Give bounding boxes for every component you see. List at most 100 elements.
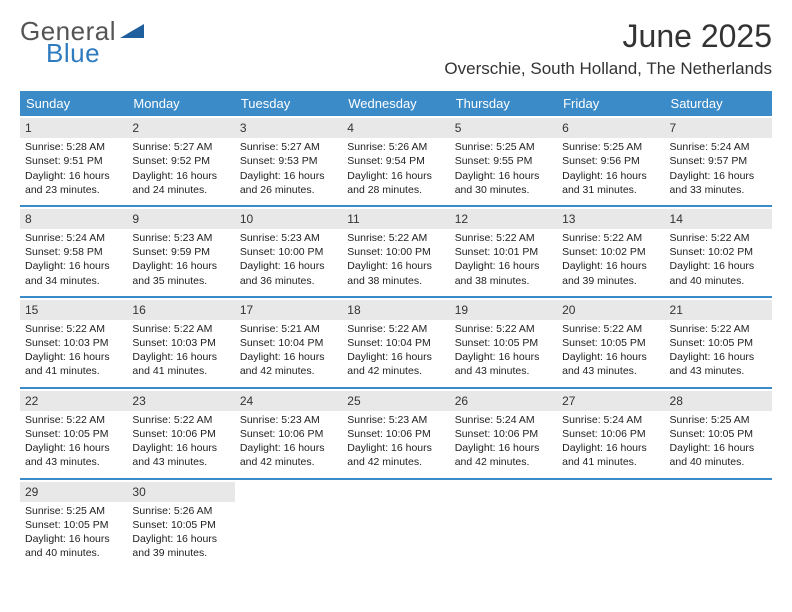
sunset-text: Sunset: 9:56 PM [562,154,659,168]
calendar-day-cell: 19Sunrise: 5:22 AMSunset: 10:05 PMDaylig… [450,298,557,387]
sunrise-text: Sunrise: 5:22 AM [132,413,229,427]
day-number: 10 [235,209,342,229]
day-number: 3 [235,118,342,138]
sunrise-text: Sunrise: 5:25 AM [455,140,552,154]
sunrise-text: Sunrise: 5:22 AM [347,231,444,245]
sunrise-text: Sunrise: 5:22 AM [347,322,444,336]
daylight-text: Daylight: 16 hours [455,259,552,273]
calendar-day-cell [450,480,557,569]
sunset-text: Sunset: 9:53 PM [240,154,337,168]
daylight-text: Daylight: 16 hours [562,169,659,183]
day-number: 5 [450,118,557,138]
sunset-text: Sunset: 9:54 PM [347,154,444,168]
sunrise-text: Sunrise: 5:22 AM [25,413,122,427]
day-number: 22 [20,391,127,411]
sunset-text: Sunset: 10:05 PM [670,336,767,350]
calendar-day-cell: 26Sunrise: 5:24 AMSunset: 10:06 PMDaylig… [450,389,557,478]
daylight-text: and 43 minutes. [132,455,229,469]
daylight-text: Daylight: 16 hours [25,350,122,364]
calendar-day-cell: 15Sunrise: 5:22 AMSunset: 10:03 PMDaylig… [20,298,127,387]
calendar-day-cell: 21Sunrise: 5:22 AMSunset: 10:05 PMDaylig… [665,298,772,387]
daylight-text: Daylight: 16 hours [25,259,122,273]
calendar-week-row: 29Sunrise: 5:25 AMSunset: 10:05 PMDaylig… [20,478,772,569]
daylight-text: and 41 minutes. [132,364,229,378]
calendar-day-cell: 25Sunrise: 5:23 AMSunset: 10:06 PMDaylig… [342,389,449,478]
daylight-text: and 40 minutes. [670,455,767,469]
day-number: 11 [342,209,449,229]
weekday-header: Thursday [450,91,557,116]
sunset-text: Sunset: 10:06 PM [455,427,552,441]
daylight-text: and 26 minutes. [240,183,337,197]
day-number: 1 [20,118,127,138]
sunrise-text: Sunrise: 5:23 AM [132,231,229,245]
calendar-day-cell: 28Sunrise: 5:25 AMSunset: 10:05 PMDaylig… [665,389,772,478]
sunset-text: Sunset: 10:06 PM [562,427,659,441]
weekday-header: Saturday [665,91,772,116]
day-number: 15 [20,300,127,320]
weekday-header-row: SundayMondayTuesdayWednesdayThursdayFrid… [20,91,772,116]
calendar-day-cell: 13Sunrise: 5:22 AMSunset: 10:02 PMDaylig… [557,207,664,296]
calendar-day-cell: 23Sunrise: 5:22 AMSunset: 10:06 PMDaylig… [127,389,234,478]
calendar-day-cell: 10Sunrise: 5:23 AMSunset: 10:00 PMDaylig… [235,207,342,296]
daylight-text: and 43 minutes. [562,364,659,378]
sunset-text: Sunset: 10:05 PM [455,336,552,350]
sunrise-text: Sunrise: 5:22 AM [670,322,767,336]
daylight-text: and 28 minutes. [347,183,444,197]
daylight-text: Daylight: 16 hours [562,259,659,273]
daylight-text: Daylight: 16 hours [670,169,767,183]
day-number: 7 [665,118,772,138]
sunset-text: Sunset: 10:04 PM [347,336,444,350]
daylight-text: Daylight: 16 hours [240,350,337,364]
sunrise-text: Sunrise: 5:22 AM [562,231,659,245]
day-number: 24 [235,391,342,411]
day-number: 18 [342,300,449,320]
sunset-text: Sunset: 10:05 PM [132,518,229,532]
calendar-day-cell: 16Sunrise: 5:22 AMSunset: 10:03 PMDaylig… [127,298,234,387]
calendar-day-cell: 14Sunrise: 5:22 AMSunset: 10:02 PMDaylig… [665,207,772,296]
calendar-day-cell: 6Sunrise: 5:25 AMSunset: 9:56 PMDaylight… [557,116,664,205]
sunrise-text: Sunrise: 5:22 AM [25,322,122,336]
daylight-text: and 36 minutes. [240,274,337,288]
day-number: 23 [127,391,234,411]
day-number: 21 [665,300,772,320]
sunrise-text: Sunrise: 5:24 AM [25,231,122,245]
sunrise-text: Sunrise: 5:28 AM [25,140,122,154]
calendar-week-row: 1Sunrise: 5:28 AMSunset: 9:51 PMDaylight… [20,116,772,205]
sunset-text: Sunset: 10:06 PM [240,427,337,441]
sunrise-text: Sunrise: 5:22 AM [455,231,552,245]
sunrise-text: Sunrise: 5:27 AM [240,140,337,154]
daylight-text: Daylight: 16 hours [347,259,444,273]
daylight-text: Daylight: 16 hours [132,532,229,546]
day-number: 28 [665,391,772,411]
daylight-text: Daylight: 16 hours [132,169,229,183]
daylight-text: Daylight: 16 hours [670,259,767,273]
calendar-day-cell: 27Sunrise: 5:24 AMSunset: 10:06 PMDaylig… [557,389,664,478]
day-number: 25 [342,391,449,411]
calendar-day-cell: 9Sunrise: 5:23 AMSunset: 9:59 PMDaylight… [127,207,234,296]
daylight-text: and 42 minutes. [240,455,337,469]
month-title: June 2025 [444,18,772,55]
sunset-text: Sunset: 10:06 PM [132,427,229,441]
sunrise-text: Sunrise: 5:23 AM [240,231,337,245]
sunset-text: Sunset: 9:58 PM [25,245,122,259]
daylight-text: Daylight: 16 hours [455,441,552,455]
calendar-day-cell: 18Sunrise: 5:22 AMSunset: 10:04 PMDaylig… [342,298,449,387]
calendar-day-cell: 1Sunrise: 5:28 AMSunset: 9:51 PMDaylight… [20,116,127,205]
daylight-text: and 41 minutes. [562,455,659,469]
daylight-text: and 41 minutes. [25,364,122,378]
daylight-text: and 40 minutes. [670,274,767,288]
calendar-day-cell: 8Sunrise: 5:24 AMSunset: 9:58 PMDaylight… [20,207,127,296]
day-number: 19 [450,300,557,320]
calendar-day-cell: 3Sunrise: 5:27 AMSunset: 9:53 PMDaylight… [235,116,342,205]
daylight-text: and 42 minutes. [347,364,444,378]
daylight-text: and 34 minutes. [25,274,122,288]
sunset-text: Sunset: 9:55 PM [455,154,552,168]
calendar-table: SundayMondayTuesdayWednesdayThursdayFrid… [20,91,772,568]
daylight-text: and 39 minutes. [562,274,659,288]
calendar-day-cell [342,480,449,569]
day-number: 13 [557,209,664,229]
sunset-text: Sunset: 9:57 PM [670,154,767,168]
daylight-text: Daylight: 16 hours [562,441,659,455]
daylight-text: and 30 minutes. [455,183,552,197]
daylight-text: and 42 minutes. [240,364,337,378]
